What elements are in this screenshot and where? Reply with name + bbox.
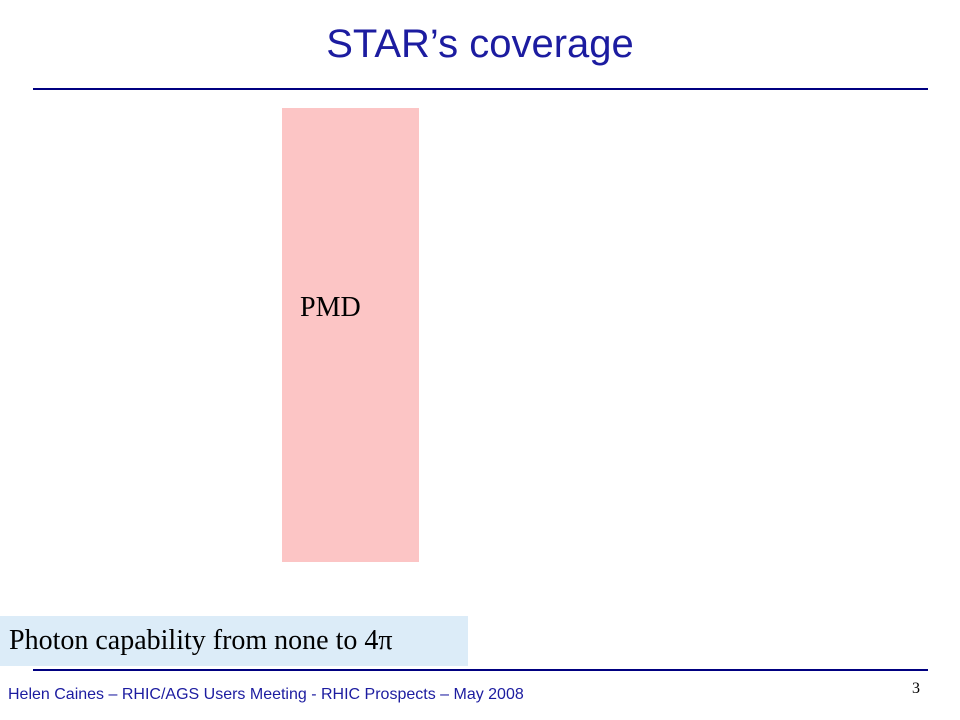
- title-divider: [33, 88, 928, 90]
- slide-title: STAR’s coverage: [326, 22, 634, 66]
- footer-divider: [33, 669, 928, 671]
- page-number: 3: [912, 680, 920, 697]
- slide-footer: Helen Caines – RHIC/AGS Users Meeting - …: [8, 686, 524, 703]
- callout-text: Photon capability from none to 4π: [9, 625, 393, 656]
- callout-box: [0, 616, 468, 666]
- pmd-coverage-block: [282, 108, 419, 562]
- pmd-label: PMD: [300, 292, 361, 323]
